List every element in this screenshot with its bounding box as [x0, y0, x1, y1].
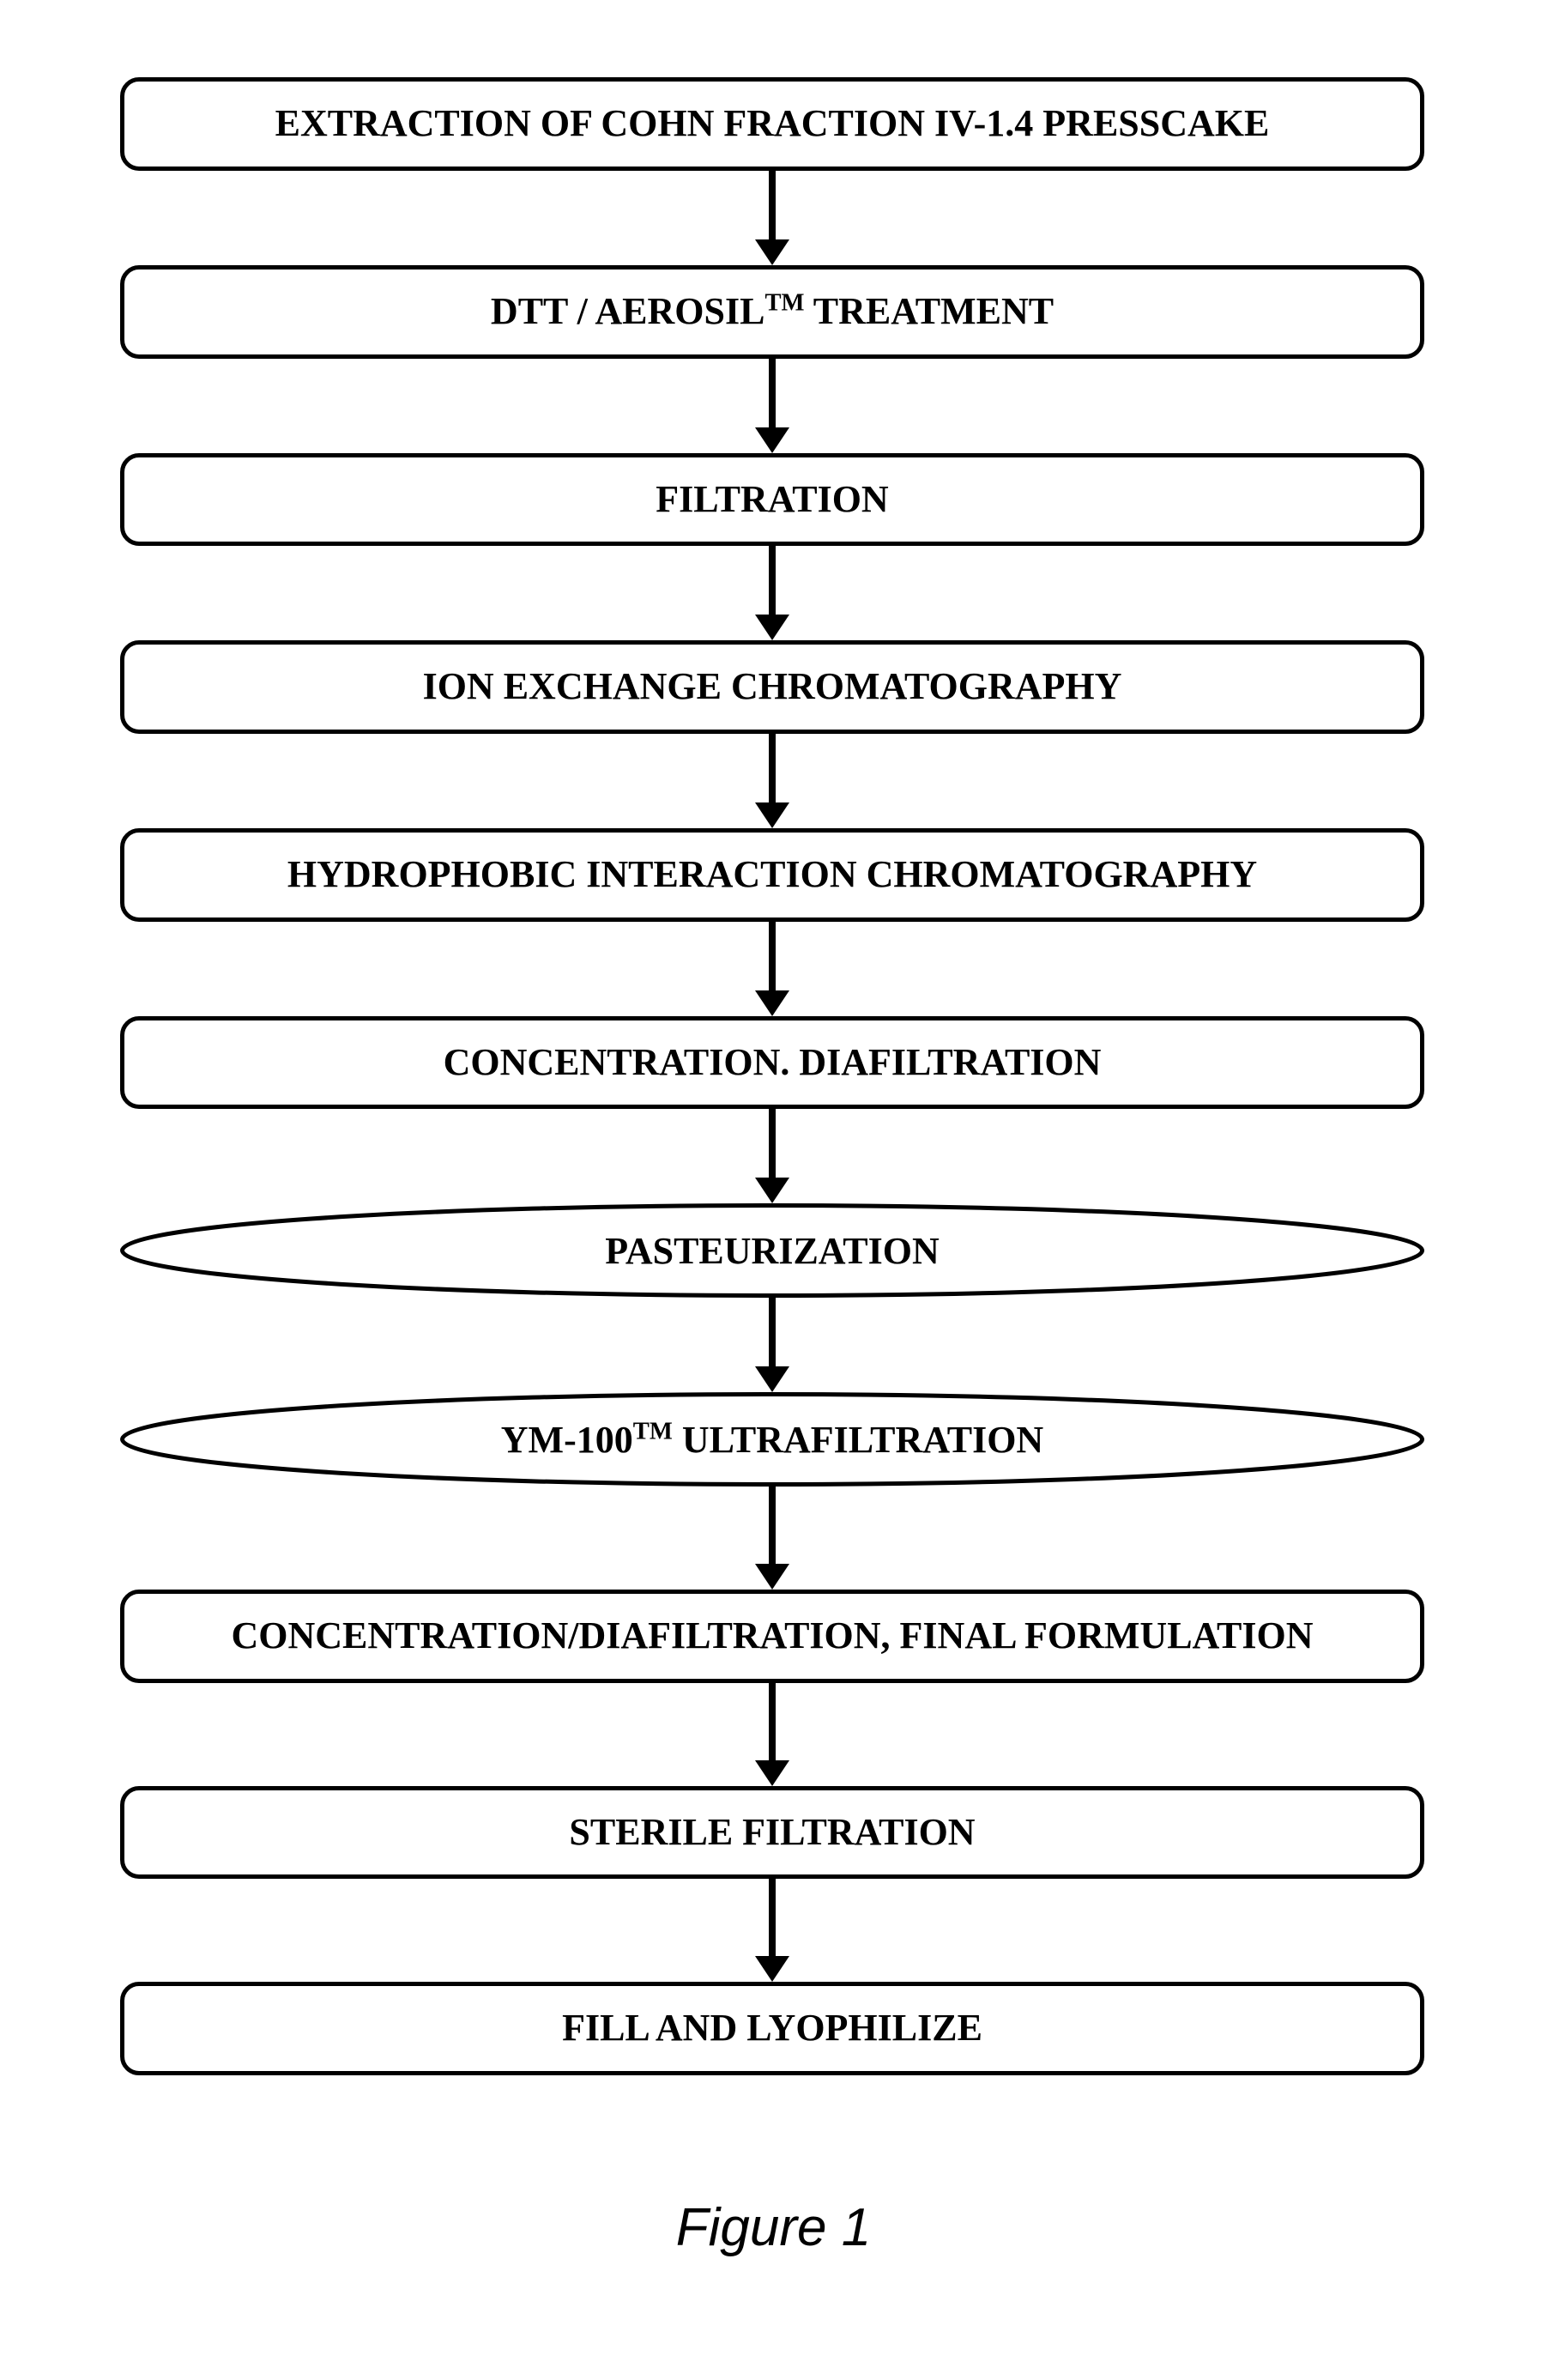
step-label: DTT / AEROSILTM TREATMENT [491, 290, 1054, 332]
step-label: YM-100TM ULTRAFILTRATION [120, 1392, 1424, 1487]
page: EXTRACTION OF COHN FRACTION IV-1.4 PRESS… [0, 0, 1547, 2380]
step-label: HYDROPHOBIC INTERACTION CHROMATOGRAPHY [287, 853, 1257, 895]
flowchart: EXTRACTION OF COHN FRACTION IV-1.4 PRESS… [120, 77, 1424, 2075]
step-final-formulation: CONCENTRATION/DIAFILTRATION, FINAL FORMU… [120, 1590, 1424, 1683]
step-extraction: EXTRACTION OF COHN FRACTION IV-1.4 PRESS… [120, 77, 1424, 171]
step-label: ION EXCHANGE CHROMATOGRAPHY [423, 665, 1122, 707]
step-label: CONCENTRATION/DIAFILTRATION, FINAL FORMU… [231, 1614, 1313, 1656]
arrow [755, 171, 789, 265]
step-fill-lyophilize: FILL AND LYOPHILIZE [120, 1982, 1424, 2075]
arrow [755, 359, 789, 453]
step-label: STERILE FILTRATION [569, 1811, 975, 1853]
step-label: CONCENTRATION. DIAFILTRATION [444, 1041, 1102, 1083]
step-dtt-aerosil: DTT / AEROSILTM TREATMENT [120, 265, 1424, 359]
figure-caption: Figure 1 [0, 2197, 1547, 2258]
arrow [755, 734, 789, 828]
arrow [755, 1683, 789, 1786]
step-label: EXTRACTION OF COHN FRACTION IV-1.4 PRESS… [275, 102, 1270, 144]
arrow [755, 1109, 789, 1203]
step-label: FILL AND LYOPHILIZE [562, 2007, 982, 2049]
arrow [755, 1487, 789, 1590]
arrow [755, 922, 789, 1016]
step-ym100: YM-100TM ULTRAFILTRATION [120, 1392, 1424, 1487]
arrow [755, 1879, 789, 1982]
step-pasteurization: PASTEURIZATION [120, 1203, 1424, 1298]
step-label: PASTEURIZATION [120, 1203, 1424, 1298]
step-sterile: STERILE FILTRATION [120, 1786, 1424, 1880]
step-filtration: FILTRATION [120, 453, 1424, 547]
step-conc-diafiltration: CONCENTRATION. DIAFILTRATION [120, 1016, 1424, 1110]
arrow [755, 1298, 789, 1392]
step-label: FILTRATION [656, 478, 888, 520]
step-hydrophobic: HYDROPHOBIC INTERACTION CHROMATOGRAPHY [120, 828, 1424, 922]
arrow [755, 546, 789, 640]
step-ion-exchange: ION EXCHANGE CHROMATOGRAPHY [120, 640, 1424, 734]
